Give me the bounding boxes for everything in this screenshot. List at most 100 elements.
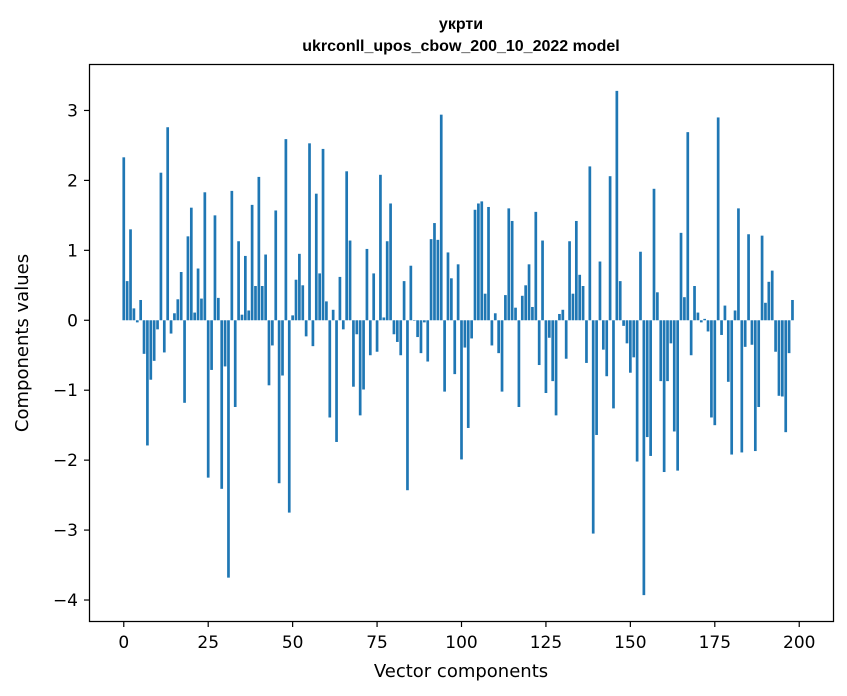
bar-component-38: [250, 204, 254, 321]
bar-component-35: [240, 314, 244, 321]
bar-component-49: [287, 320, 291, 513]
bar-component-96: [446, 252, 450, 321]
y-tick-label: 3: [67, 101, 78, 121]
bar-component-146: [615, 90, 619, 321]
bar-component-83: [402, 281, 406, 321]
bar-component-26: [210, 320, 213, 370]
bar-component-72: [365, 248, 369, 321]
bar-component-167: [686, 132, 690, 321]
bar-component-102: [466, 320, 470, 428]
bar-component-117: [517, 320, 521, 407]
bar-component-18: [183, 320, 186, 403]
bar-component-80: [392, 320, 396, 335]
x-tick-label: 200: [783, 633, 815, 653]
bar-component-103: [470, 320, 473, 339]
y-tick-label: −1: [53, 381, 78, 401]
bar-component-104: [473, 209, 477, 321]
bar-component-66: [345, 171, 349, 321]
y-axis-ticks: 3 2 1 0 −1 −2 −3 −4: [53, 101, 90, 611]
bar-component-100: [460, 320, 463, 460]
bar-component-52: [298, 253, 301, 321]
bar-component-76: [379, 174, 382, 321]
bar-component-136: [581, 286, 585, 321]
bar-component-190: [764, 302, 767, 321]
bar-component-39: [254, 286, 257, 321]
bar-component-179: [726, 320, 730, 382]
bar-component-127: [551, 320, 555, 382]
bar-component-88: [419, 320, 423, 354]
bar-component-133: [571, 293, 575, 321]
bar-component-147: [618, 281, 622, 321]
x-tick-label: 0: [118, 633, 129, 653]
bar-component-34: [237, 241, 240, 321]
bar-component-93: [436, 239, 440, 321]
bar-component-135: [578, 274, 582, 321]
bar-component-10: [156, 320, 159, 330]
bar-component-109: [490, 320, 494, 346]
bar-component-20: [189, 207, 193, 321]
bar-component-156: [649, 320, 652, 456]
bar-component-152: [635, 320, 639, 462]
bar-component-141: [598, 261, 602, 321]
bar-component-53: [301, 285, 305, 321]
bar-component-36: [244, 255, 247, 321]
bar-component-99: [456, 264, 460, 321]
bar-component-24: [203, 192, 207, 321]
bar-component-5: [139, 299, 143, 321]
bar-component-79: [389, 203, 392, 321]
bar-component-157: [652, 188, 656, 321]
bar-component-56: [311, 320, 315, 347]
x-tick-label: 100: [445, 633, 477, 653]
bar-component-115: [510, 220, 514, 321]
bar-component-172: [703, 318, 707, 321]
bar-component-162: [669, 320, 673, 344]
bar-component-169: [693, 286, 696, 321]
y-tick-label: −4: [53, 591, 78, 611]
bar-component-110: [493, 313, 497, 321]
bar-component-182: [737, 208, 740, 321]
bar-component-143: [605, 320, 609, 377]
bar-component-119: [524, 285, 528, 321]
bar-component-154: [642, 320, 646, 596]
bar-component-92: [433, 223, 436, 321]
bar-component-31: [227, 320, 230, 578]
bar-component-61: [328, 320, 332, 418]
bar-component-170: [696, 312, 700, 321]
bar-component-161: [666, 320, 669, 382]
bar-component-71: [362, 320, 365, 390]
bar-component-50: [291, 315, 294, 321]
bar-component-44: [271, 320, 274, 346]
chart-subtitle: ukrconll_upos_cbow_200_10_2022 model: [302, 38, 619, 55]
bar-component-86: [412, 320, 416, 321]
bar-component-197: [787, 320, 791, 354]
bar-component-128: [554, 320, 558, 416]
bar-component-13: [166, 127, 170, 321]
bar-component-45: [274, 210, 278, 321]
bar-component-189: [760, 235, 764, 321]
bar-component-48: [284, 139, 288, 321]
bar-component-164: [676, 320, 679, 471]
y-tick-label: −3: [53, 521, 78, 541]
x-tick-label: 150: [614, 633, 646, 653]
bar-component-85: [409, 265, 413, 321]
bar-component-37: [247, 310, 251, 321]
y-tick-label: 1: [67, 241, 78, 261]
bar-component-22: [196, 268, 200, 321]
bar-component-65: [341, 320, 345, 330]
bar-component-21: [193, 312, 197, 321]
bar-component-90: [426, 320, 430, 362]
bar-component-2: [129, 229, 132, 321]
bar-component-180: [730, 320, 734, 455]
bar-component-184: [743, 320, 747, 347]
bar-component-91: [429, 239, 433, 321]
bar-component-9: [152, 320, 156, 361]
bar-component-196: [784, 320, 788, 433]
bar-component-111: [497, 320, 500, 354]
y-tick-label: 2: [67, 171, 78, 191]
bar-component-55: [308, 143, 311, 321]
bar-component-73: [368, 320, 372, 356]
bar-component-107: [483, 293, 487, 321]
bar-component-25: [206, 320, 210, 478]
bar-component-47: [281, 320, 284, 376]
